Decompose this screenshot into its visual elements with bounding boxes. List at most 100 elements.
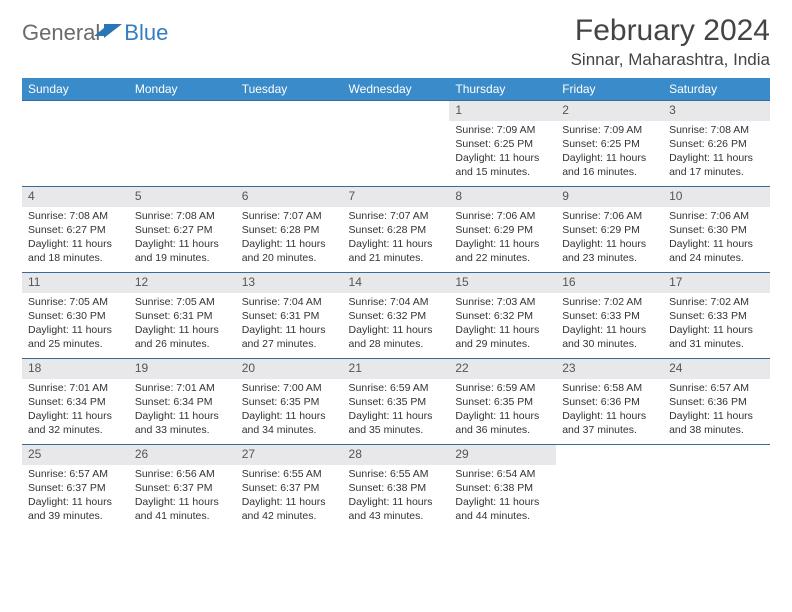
day-number: 4	[22, 187, 129, 207]
calendar-cell: 8Sunrise: 7:06 AMSunset: 6:29 PMDaylight…	[449, 187, 556, 273]
day-number: 2	[556, 101, 663, 121]
day-header: Sunday	[22, 78, 129, 101]
day-number: 6	[236, 187, 343, 207]
title-block: February 2024 Sinnar, Maharashtra, India	[571, 14, 770, 70]
day-details: Sunrise: 6:54 AMSunset: 6:38 PMDaylight:…	[449, 465, 556, 528]
day-details: Sunrise: 6:59 AMSunset: 6:35 PMDaylight:…	[449, 379, 556, 442]
day-details: Sunrise: 7:07 AMSunset: 6:28 PMDaylight:…	[236, 207, 343, 270]
calendar-cell: 24Sunrise: 6:57 AMSunset: 6:36 PMDayligh…	[663, 359, 770, 445]
calendar-cell: 26Sunrise: 6:56 AMSunset: 6:37 PMDayligh…	[129, 445, 236, 531]
day-number: 23	[556, 359, 663, 379]
day-details: Sunrise: 7:06 AMSunset: 6:29 PMDaylight:…	[449, 207, 556, 270]
day-header: Friday	[556, 78, 663, 101]
day-details: Sunrise: 6:55 AMSunset: 6:38 PMDaylight:…	[343, 465, 450, 528]
calendar-cell: 2Sunrise: 7:09 AMSunset: 6:25 PMDaylight…	[556, 101, 663, 187]
day-number: 29	[449, 445, 556, 465]
calendar-cell: 10Sunrise: 7:06 AMSunset: 6:30 PMDayligh…	[663, 187, 770, 273]
day-details: Sunrise: 7:05 AMSunset: 6:30 PMDaylight:…	[22, 293, 129, 356]
calendar-cell: 19Sunrise: 7:01 AMSunset: 6:34 PMDayligh…	[129, 359, 236, 445]
day-details: Sunrise: 7:04 AMSunset: 6:32 PMDaylight:…	[343, 293, 450, 356]
day-details: Sunrise: 6:57 AMSunset: 6:36 PMDaylight:…	[663, 379, 770, 442]
day-number: 8	[449, 187, 556, 207]
day-header-row: SundayMondayTuesdayWednesdayThursdayFrid…	[22, 78, 770, 101]
calendar-cell	[556, 445, 663, 531]
day-header: Monday	[129, 78, 236, 101]
calendar-cell	[343, 101, 450, 187]
calendar-cell: 12Sunrise: 7:05 AMSunset: 6:31 PMDayligh…	[129, 273, 236, 359]
location-subtitle: Sinnar, Maharashtra, India	[571, 50, 770, 70]
day-details: Sunrise: 7:02 AMSunset: 6:33 PMDaylight:…	[556, 293, 663, 356]
day-details: Sunrise: 7:09 AMSunset: 6:25 PMDaylight:…	[556, 121, 663, 184]
day-header: Tuesday	[236, 78, 343, 101]
day-details: Sunrise: 7:08 AMSunset: 6:27 PMDaylight:…	[22, 207, 129, 270]
day-number: 24	[663, 359, 770, 379]
calendar-cell: 15Sunrise: 7:03 AMSunset: 6:32 PMDayligh…	[449, 273, 556, 359]
calendar-cell	[236, 101, 343, 187]
day-details: Sunrise: 7:05 AMSunset: 6:31 PMDaylight:…	[129, 293, 236, 356]
calendar-cell: 17Sunrise: 7:02 AMSunset: 6:33 PMDayligh…	[663, 273, 770, 359]
day-number: 14	[343, 273, 450, 293]
day-details: Sunrise: 7:00 AMSunset: 6:35 PMDaylight:…	[236, 379, 343, 442]
calendar-cell	[22, 101, 129, 187]
day-details: Sunrise: 7:08 AMSunset: 6:26 PMDaylight:…	[663, 121, 770, 184]
calendar-cell: 16Sunrise: 7:02 AMSunset: 6:33 PMDayligh…	[556, 273, 663, 359]
calendar-cell: 22Sunrise: 6:59 AMSunset: 6:35 PMDayligh…	[449, 359, 556, 445]
day-details: Sunrise: 7:08 AMSunset: 6:27 PMDaylight:…	[129, 207, 236, 270]
day-number: 11	[22, 273, 129, 293]
day-details: Sunrise: 7:01 AMSunset: 6:34 PMDaylight:…	[129, 379, 236, 442]
calendar-cell: 3Sunrise: 7:08 AMSunset: 6:26 PMDaylight…	[663, 101, 770, 187]
calendar-cell: 23Sunrise: 6:58 AMSunset: 6:36 PMDayligh…	[556, 359, 663, 445]
day-details: Sunrise: 7:03 AMSunset: 6:32 PMDaylight:…	[449, 293, 556, 356]
calendar-table: SundayMondayTuesdayWednesdayThursdayFrid…	[22, 78, 770, 531]
day-header: Wednesday	[343, 78, 450, 101]
day-details: Sunrise: 6:57 AMSunset: 6:37 PMDaylight:…	[22, 465, 129, 528]
calendar-week: 4Sunrise: 7:08 AMSunset: 6:27 PMDaylight…	[22, 187, 770, 273]
calendar-cell: 13Sunrise: 7:04 AMSunset: 6:31 PMDayligh…	[236, 273, 343, 359]
day-details: Sunrise: 7:06 AMSunset: 6:29 PMDaylight:…	[556, 207, 663, 270]
calendar-cell	[663, 445, 770, 531]
day-details: Sunrise: 6:56 AMSunset: 6:37 PMDaylight:…	[129, 465, 236, 528]
calendar-week: 18Sunrise: 7:01 AMSunset: 6:34 PMDayligh…	[22, 359, 770, 445]
day-number: 5	[129, 187, 236, 207]
calendar-week: 25Sunrise: 6:57 AMSunset: 6:37 PMDayligh…	[22, 445, 770, 531]
day-number: 25	[22, 445, 129, 465]
day-number: 19	[129, 359, 236, 379]
calendar-cell: 25Sunrise: 6:57 AMSunset: 6:37 PMDayligh…	[22, 445, 129, 531]
day-number: 28	[343, 445, 450, 465]
day-number: 21	[343, 359, 450, 379]
day-number: 13	[236, 273, 343, 293]
day-number: 22	[449, 359, 556, 379]
day-details: Sunrise: 7:07 AMSunset: 6:28 PMDaylight:…	[343, 207, 450, 270]
logo-text-blue: Blue	[124, 20, 168, 46]
calendar-cell: 11Sunrise: 7:05 AMSunset: 6:30 PMDayligh…	[22, 273, 129, 359]
month-title: February 2024	[571, 14, 770, 48]
day-number: 17	[663, 273, 770, 293]
calendar-cell: 4Sunrise: 7:08 AMSunset: 6:27 PMDaylight…	[22, 187, 129, 273]
day-details: Sunrise: 7:04 AMSunset: 6:31 PMDaylight:…	[236, 293, 343, 356]
calendar-cell: 21Sunrise: 6:59 AMSunset: 6:35 PMDayligh…	[343, 359, 450, 445]
calendar-cell: 5Sunrise: 7:08 AMSunset: 6:27 PMDaylight…	[129, 187, 236, 273]
day-number: 1	[449, 101, 556, 121]
day-number: 18	[22, 359, 129, 379]
calendar-cell: 14Sunrise: 7:04 AMSunset: 6:32 PMDayligh…	[343, 273, 450, 359]
day-header: Saturday	[663, 78, 770, 101]
day-details: Sunrise: 6:58 AMSunset: 6:36 PMDaylight:…	[556, 379, 663, 442]
day-details: Sunrise: 7:02 AMSunset: 6:33 PMDaylight:…	[663, 293, 770, 356]
day-number: 26	[129, 445, 236, 465]
calendar-cell: 20Sunrise: 7:00 AMSunset: 6:35 PMDayligh…	[236, 359, 343, 445]
day-details: Sunrise: 7:06 AMSunset: 6:30 PMDaylight:…	[663, 207, 770, 270]
day-details: Sunrise: 7:09 AMSunset: 6:25 PMDaylight:…	[449, 121, 556, 184]
day-header: Thursday	[449, 78, 556, 101]
day-details: Sunrise: 6:55 AMSunset: 6:37 PMDaylight:…	[236, 465, 343, 528]
calendar-cell	[129, 101, 236, 187]
calendar-cell: 1Sunrise: 7:09 AMSunset: 6:25 PMDaylight…	[449, 101, 556, 187]
calendar-week: 1Sunrise: 7:09 AMSunset: 6:25 PMDaylight…	[22, 101, 770, 187]
day-number: 10	[663, 187, 770, 207]
calendar-cell: 6Sunrise: 7:07 AMSunset: 6:28 PMDaylight…	[236, 187, 343, 273]
calendar-week: 11Sunrise: 7:05 AMSunset: 6:30 PMDayligh…	[22, 273, 770, 359]
day-details: Sunrise: 6:59 AMSunset: 6:35 PMDaylight:…	[343, 379, 450, 442]
logo-text-general: General	[22, 20, 100, 46]
brand-logo: General Blue	[22, 20, 168, 46]
calendar-cell: 18Sunrise: 7:01 AMSunset: 6:34 PMDayligh…	[22, 359, 129, 445]
day-number: 20	[236, 359, 343, 379]
